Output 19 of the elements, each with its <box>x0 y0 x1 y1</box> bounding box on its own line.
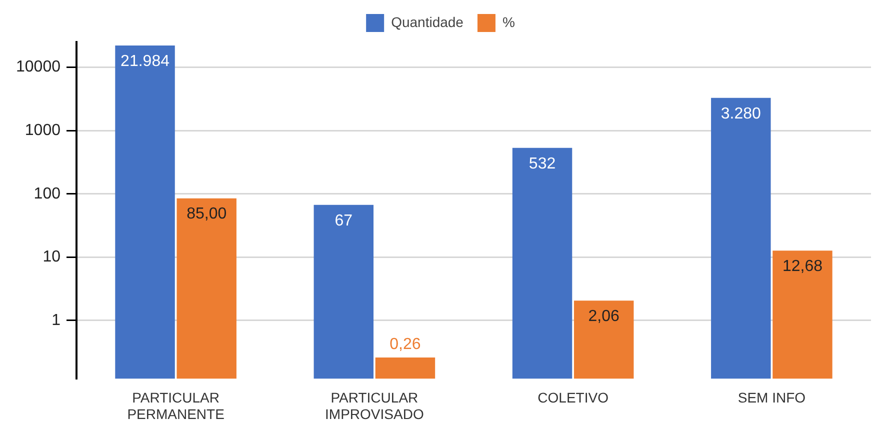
y-tick-label: 10000 <box>16 58 61 76</box>
data-label: 67 <box>334 212 353 230</box>
y-tick-label: 1 <box>52 312 61 329</box>
data-label: 85,00 <box>186 206 227 223</box>
legend-label: % <box>502 14 515 30</box>
y-tick-label: 1000 <box>24 122 61 139</box>
x-tick-label: PARTICULAR IMPROVISADO <box>325 390 424 422</box>
x-tick-label: COLETIVO <box>538 390 609 406</box>
data-label: 3.280 <box>720 105 762 122</box>
x-tick-label: SEM INFO <box>738 390 806 406</box>
data-label: 532 <box>528 155 556 172</box>
legend-label: Quantidade <box>391 14 464 30</box>
y-tick-label: 100 <box>34 185 61 202</box>
x-tick-label: PARTICULAR PERMANENTE <box>127 390 224 422</box>
data-label: 21.984 <box>120 52 170 70</box>
data-label: 0,26 <box>390 336 421 353</box>
data-label: 12,68 <box>782 258 823 276</box>
y-tick-label: 10 <box>42 248 61 266</box>
data-label: 2,06 <box>588 308 620 326</box>
